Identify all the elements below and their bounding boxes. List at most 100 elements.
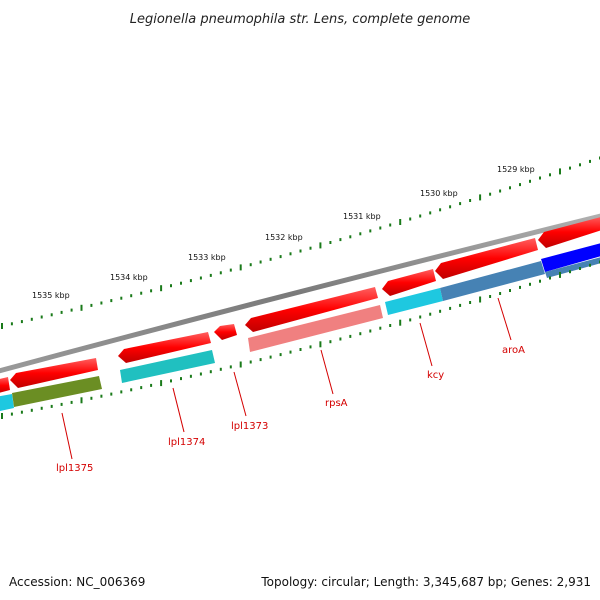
cds-arrow — [118, 332, 211, 363]
minor-tick — [50, 404, 53, 408]
minor-tick — [269, 257, 272, 261]
minor-tick — [299, 249, 302, 253]
minor-tick — [419, 315, 422, 319]
forward-cds-track — [0, 217, 600, 393]
minor-tick — [20, 320, 23, 324]
minor-tick — [579, 163, 581, 167]
gene-label-kcy: kcy — [427, 370, 444, 381]
cog-block — [541, 243, 600, 272]
gene-labels: lpl1375 lpl1374 lpl1373 rpsA kcy aroA — [56, 297, 525, 474]
cog-block — [385, 288, 443, 315]
minor-tick — [529, 282, 531, 286]
leader-line — [172, 387, 185, 433]
major-tick — [239, 361, 242, 368]
cds-arrow — [0, 377, 10, 393]
leader-line — [497, 297, 512, 341]
minor-tick — [180, 377, 182, 381]
minor-tick — [339, 238, 342, 242]
minor-tick — [389, 223, 392, 227]
minor-tick — [20, 410, 23, 414]
kbp-label-1531: 1531 kbp — [343, 212, 381, 221]
major-tick — [479, 194, 482, 201]
cog-block — [120, 350, 215, 383]
minor-tick — [249, 263, 252, 267]
minor-tick — [150, 289, 153, 293]
minor-tick — [329, 241, 332, 244]
cds-arrow — [245, 287, 378, 332]
minor-tick — [359, 332, 362, 336]
cog-block — [545, 257, 600, 278]
minor-tick — [299, 348, 302, 351]
minor-tick — [10, 322, 13, 326]
minor-tick — [90, 303, 93, 307]
minor-tick — [180, 281, 182, 285]
minor-tick — [189, 374, 192, 378]
minor-tick — [70, 400, 73, 404]
gene-label-lpl1373: lpl1373 — [231, 421, 268, 432]
minor-tick — [499, 189, 502, 193]
minor-tick — [140, 291, 143, 295]
minor-tick — [449, 205, 452, 209]
major-tick — [80, 304, 83, 311]
minor-tick — [489, 192, 492, 196]
minor-tick — [419, 214, 422, 218]
cds-arrow — [435, 238, 538, 279]
minor-tick — [549, 173, 551, 177]
major-tick — [399, 219, 402, 225]
minor-tick — [130, 388, 133, 392]
minor-tick — [249, 360, 252, 364]
kbp-label-1533: 1533 kbp — [188, 253, 226, 262]
minor-tick — [379, 326, 382, 330]
kbp-label-1532: 1532 kbp — [265, 233, 303, 242]
minor-tick — [289, 350, 292, 354]
major-tick — [160, 285, 163, 292]
genome-backbone — [0, 213, 600, 374]
minor-tick — [209, 370, 212, 374]
minor-tick — [589, 263, 591, 267]
minor-tick — [459, 202, 462, 206]
major-tick — [559, 271, 561, 278]
minor-tick — [279, 255, 282, 259]
minor-tick — [379, 226, 382, 230]
minor-tick — [359, 232, 362, 236]
minor-tick — [110, 392, 113, 396]
minor-tick — [469, 199, 472, 202]
minor-tick — [229, 268, 232, 272]
minor-tick — [329, 340, 332, 344]
kbp-label-1535: 1535 kbp — [32, 291, 70, 300]
major-tick — [80, 397, 83, 404]
minor-tick — [449, 306, 452, 310]
minor-tick — [349, 334, 352, 338]
minor-tick — [259, 358, 262, 362]
minor-tick — [439, 309, 442, 313]
major-tick — [399, 319, 402, 326]
minor-tick — [60, 402, 63, 406]
minor-tick — [140, 386, 143, 390]
minor-tick — [120, 296, 123, 300]
minor-tick — [110, 299, 113, 303]
minor-tick — [469, 301, 472, 304]
minor-tick — [229, 365, 232, 369]
minor-tick — [170, 284, 172, 288]
minor-tick — [369, 229, 372, 233]
minor-tick — [519, 183, 521, 187]
minor-tick — [209, 273, 212, 277]
minor-tick — [100, 394, 103, 398]
major-tick — [1, 413, 3, 419]
inner-tick-ring — [1, 260, 600, 419]
minor-tick — [40, 315, 43, 319]
minor-tick — [40, 406, 43, 410]
minor-tick — [569, 270, 571, 274]
minor-tick — [529, 179, 531, 183]
minor-tick — [120, 390, 123, 394]
minor-tick — [509, 186, 511, 190]
minor-tick — [389, 324, 392, 327]
leader-line — [419, 322, 433, 367]
minor-tick — [70, 308, 73, 312]
minor-tick — [90, 396, 93, 400]
minor-tick — [539, 176, 541, 180]
minor-tick — [219, 367, 222, 371]
outer-tick-ring: 1535 kbp 1534 kbp 1533 kbp 1532 kbp 1531… — [1, 156, 600, 329]
minor-tick — [499, 292, 502, 295]
minor-tick — [349, 235, 352, 239]
